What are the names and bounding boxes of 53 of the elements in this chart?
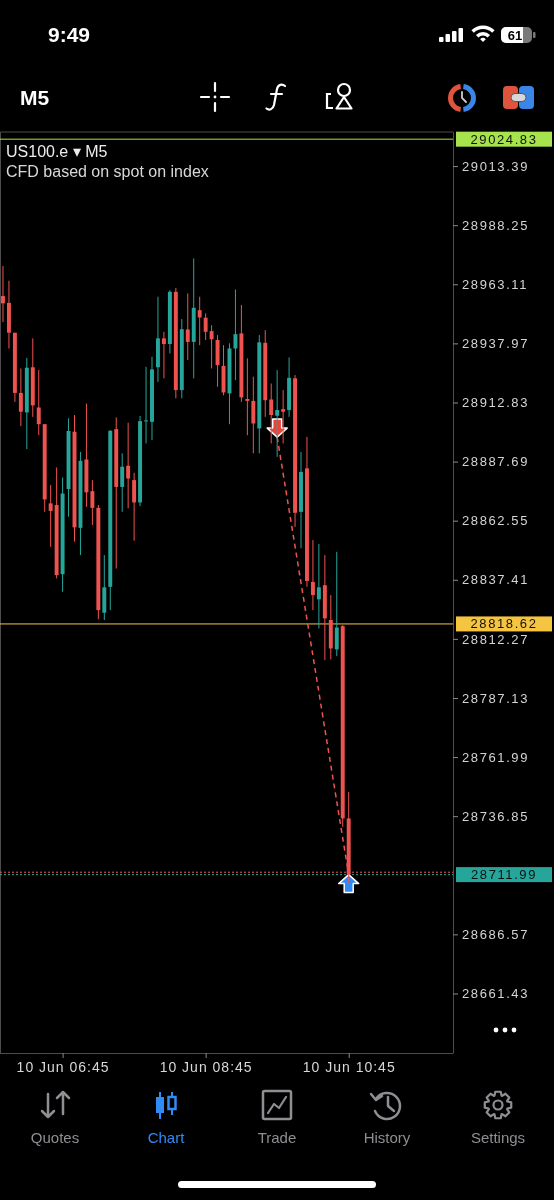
candlestick: [269, 383, 274, 444]
y-tick-label: 28761.99: [462, 749, 530, 765]
candlestick: [334, 551, 339, 657]
candlestick: [48, 484, 53, 548]
candlestick: [144, 366, 148, 444]
y-tick-label: 28912.83: [462, 395, 530, 411]
y-tick-label: 28837.41: [462, 572, 530, 588]
candlestick: [251, 376, 256, 454]
text: US100.e ▾ M5: [6, 143, 108, 160]
candlestick: [203, 312, 208, 341]
y-tick-label: 28887.69: [462, 454, 530, 470]
candlestick: [161, 331, 166, 379]
candlestick: [245, 357, 250, 436]
y-tick-label: 28787.13: [462, 690, 530, 706]
y-tick-label: 28963.11: [462, 276, 529, 292]
text: Quotes: [30, 1129, 80, 1146]
ref-line-label: 28711.99: [470, 867, 538, 883]
candlestick: [281, 389, 286, 444]
ref-line-label: 28818.62: [470, 616, 538, 632]
candlestick: [126, 422, 131, 509]
candlestick: [90, 479, 95, 526]
y-tick-label: 28812.27: [462, 631, 530, 647]
y-tick-label: 28736.85: [462, 808, 530, 824]
x-tick-label: 10 Jun 06:45: [16, 1058, 110, 1075]
text: 61: [507, 28, 523, 43]
y-tick-label: 28937.97: [462, 336, 530, 352]
candlestick: [18, 367, 23, 427]
text: 9:49: [47, 23, 91, 46]
text: M5: [20, 86, 50, 109]
x-tick-label: 10 Jun 10:45: [302, 1058, 396, 1075]
ref-line-label: 29024.83: [470, 131, 538, 147]
text: Chart: [147, 1129, 186, 1146]
candlestick: [233, 288, 238, 381]
candlestick: [1, 265, 5, 323]
y-tick-label: 29013.39: [462, 158, 530, 174]
candlestick: [275, 369, 280, 458]
text: CFD based on spot on index: [6, 163, 209, 180]
y-tick-label: 28988.25: [462, 217, 530, 233]
y-tick-label: 28686.57: [462, 927, 530, 943]
text: History: [363, 1129, 411, 1146]
text: Settings: [470, 1129, 526, 1146]
candlestick: [197, 296, 202, 346]
candlestick: [209, 324, 214, 369]
candlestick: [316, 543, 321, 629]
candlestick: [132, 472, 137, 542]
candlestick: [185, 292, 190, 361]
text: Trade: [257, 1129, 297, 1146]
y-tick-label: 28862.55: [462, 513, 530, 529]
x-tick-label: 10 Jun 08:45: [159, 1058, 253, 1075]
candlestick: [120, 452, 125, 513]
candlestick: [36, 369, 41, 436]
candlestick: [310, 539, 315, 611]
y-tick-label: 28661.43: [462, 986, 530, 1002]
